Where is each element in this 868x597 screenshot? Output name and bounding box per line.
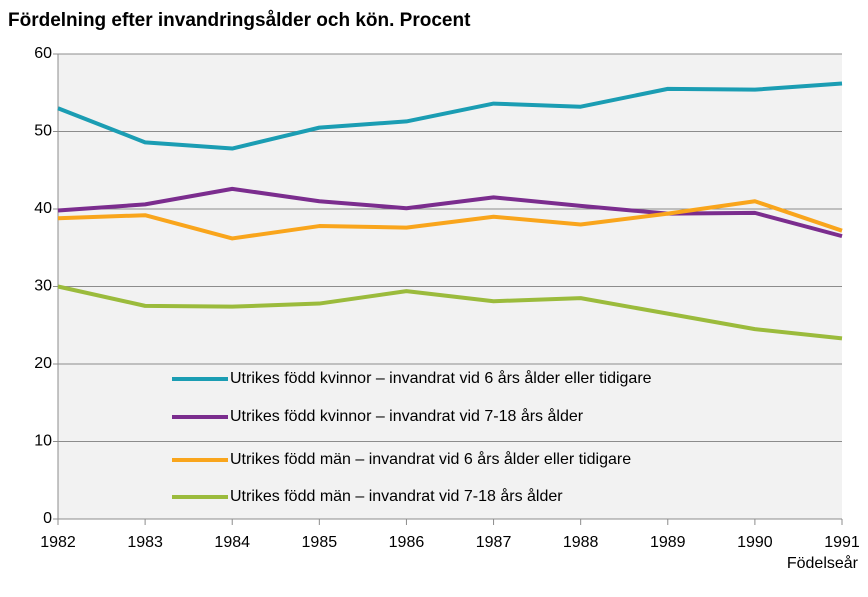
x-tick-label: 1990 <box>737 534 773 551</box>
legend-label: Utrikes född män – invandrat vid 6 års å… <box>230 450 631 468</box>
y-tick-label: 50 <box>34 123 52 140</box>
y-tick-label: 60 <box>34 45 52 62</box>
x-tick-label: 1982 <box>40 534 76 551</box>
x-tick-label: 1988 <box>563 534 599 551</box>
legend-label: Utrikes född män – invandrat vid 7-18 år… <box>230 487 563 505</box>
x-tick-label: 1989 <box>650 534 686 551</box>
series-line <box>57 284 843 341</box>
series-line <box>57 186 843 239</box>
series-line <box>57 81 843 151</box>
legend-label: Utrikes född kvinnor – invandrat vid 7-1… <box>230 407 584 425</box>
y-tick-label: 30 <box>34 278 52 295</box>
x-tick-label: 1984 <box>214 534 250 551</box>
y-tick-label: 40 <box>34 200 52 217</box>
x-tick-label: 1985 <box>302 534 338 551</box>
x-axis-label: Födelseår <box>787 554 859 572</box>
series-line <box>57 199 843 241</box>
legend-label: Utrikes född kvinnor – invandrat vid 6 å… <box>230 369 652 387</box>
x-tick-label: 1991 <box>824 534 860 551</box>
y-tick-label: 10 <box>34 433 52 450</box>
y-tick-label: 20 <box>34 355 52 372</box>
y-tick-label: 0 <box>43 510 52 527</box>
chart-title: Fördelning efter invandringsålder och kö… <box>8 10 471 31</box>
x-tick-label: 1983 <box>127 534 163 551</box>
x-tick-label: 1987 <box>476 534 512 551</box>
x-tick-label: 1986 <box>389 534 425 551</box>
